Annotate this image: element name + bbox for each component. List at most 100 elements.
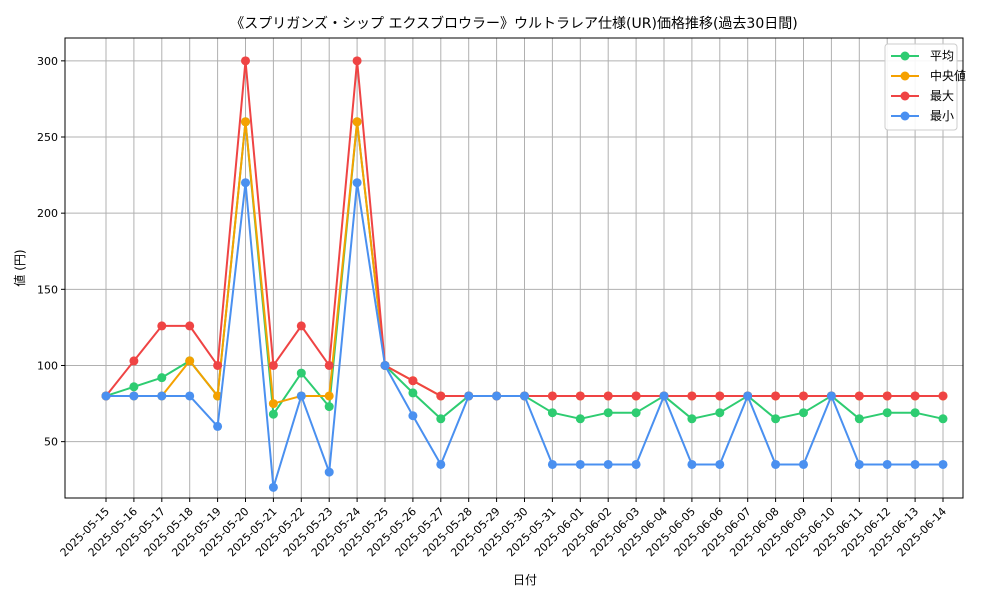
data-point <box>157 373 167 383</box>
data-point <box>408 376 418 386</box>
data-point <box>380 360 390 370</box>
y-tick-label: 100 <box>37 359 58 372</box>
legend-label: 最大 <box>930 89 954 103</box>
legend-swatch-marker <box>900 71 910 81</box>
data-point <box>157 391 167 401</box>
data-point <box>352 117 362 127</box>
data-point <box>826 391 836 401</box>
legend-entry: 最小 <box>891 109 954 123</box>
data-point <box>129 391 139 401</box>
data-point <box>910 459 920 469</box>
data-point <box>631 391 641 401</box>
data-point <box>436 391 446 401</box>
data-point <box>715 459 725 469</box>
chart-title: 《スプリガンズ・シップ エクスブロウラー》ウルトラレア仕様(UR)価格推移(過去… <box>230 15 797 32</box>
data-point <box>185 391 195 401</box>
data-point <box>854 391 864 401</box>
data-point <box>268 409 278 419</box>
data-point <box>296 368 306 378</box>
data-point <box>547 459 557 469</box>
grid-lines <box>65 38 963 498</box>
legend-label: 平均 <box>930 49 954 63</box>
data-point <box>687 459 697 469</box>
data-point <box>687 391 697 401</box>
y-tick-label: 200 <box>37 207 58 220</box>
data-point <box>464 391 474 401</box>
data-point <box>324 467 334 477</box>
y-tick-label: 300 <box>37 55 58 68</box>
data-point <box>101 391 111 401</box>
data-point <box>603 391 613 401</box>
series-lines <box>101 56 948 492</box>
data-point <box>743 391 753 401</box>
data-point <box>910 408 920 418</box>
data-point <box>296 391 306 401</box>
data-point <box>324 391 334 401</box>
data-point <box>603 459 613 469</box>
data-point <box>213 421 223 431</box>
data-point <box>268 399 278 409</box>
data-point <box>575 459 585 469</box>
data-point <box>882 459 892 469</box>
data-point <box>631 459 641 469</box>
data-point <box>157 321 167 331</box>
data-point <box>854 459 864 469</box>
data-point <box>436 459 446 469</box>
data-point <box>352 178 362 188</box>
data-point <box>575 414 585 424</box>
data-point <box>408 411 418 421</box>
data-point <box>129 356 139 366</box>
data-point <box>520 391 529 401</box>
data-point <box>408 388 418 398</box>
legend-box <box>884 43 958 131</box>
data-point <box>547 391 557 401</box>
data-point <box>882 391 892 401</box>
data-point <box>910 391 920 401</box>
legend-swatch-marker <box>900 111 910 121</box>
legend-swatch-marker <box>900 91 910 101</box>
data-point <box>241 117 250 127</box>
legend-entry: 平均 <box>891 49 954 63</box>
data-point <box>631 408 641 418</box>
data-point <box>799 459 808 469</box>
data-point <box>687 414 697 424</box>
legend-entry: 中央値 <box>891 68 966 83</box>
data-point <box>938 459 948 469</box>
y-tick-label: 50 <box>44 436 58 449</box>
y-axis-ticks: 50 100 150 200 250 300 <box>37 55 65 449</box>
data-point <box>938 391 948 401</box>
y-tick-label: 250 <box>37 131 58 144</box>
data-point <box>324 402 334 412</box>
data-point <box>352 56 362 66</box>
y-tick-label: 150 <box>37 283 58 296</box>
x-axis-label: 日付 <box>513 573 537 587</box>
legend-label: 最小 <box>930 109 954 123</box>
data-point <box>241 178 250 188</box>
legend-label: 中央値 <box>930 68 966 83</box>
data-point <box>771 391 781 401</box>
x-axis-ticks: 2025-05-152025-05-162025-05-172025-05-18… <box>58 498 949 559</box>
data-point <box>938 414 948 424</box>
data-point <box>324 360 334 370</box>
data-point <box>492 391 502 401</box>
data-point <box>213 360 223 370</box>
data-point <box>268 482 278 492</box>
data-point <box>185 356 195 366</box>
data-point <box>854 414 864 424</box>
data-point <box>659 391 669 401</box>
data-point <box>547 408 557 418</box>
data-point <box>296 321 306 331</box>
series-3 <box>101 178 948 492</box>
data-point <box>715 408 725 418</box>
data-point <box>771 414 781 424</box>
data-point <box>715 391 725 401</box>
legend-swatch-marker <box>900 51 910 61</box>
data-point <box>575 391 585 401</box>
data-point <box>771 459 781 469</box>
y-axis-label: 値 (円) <box>12 249 27 286</box>
data-point <box>268 360 278 370</box>
data-point <box>241 56 250 66</box>
data-point <box>882 408 892 418</box>
